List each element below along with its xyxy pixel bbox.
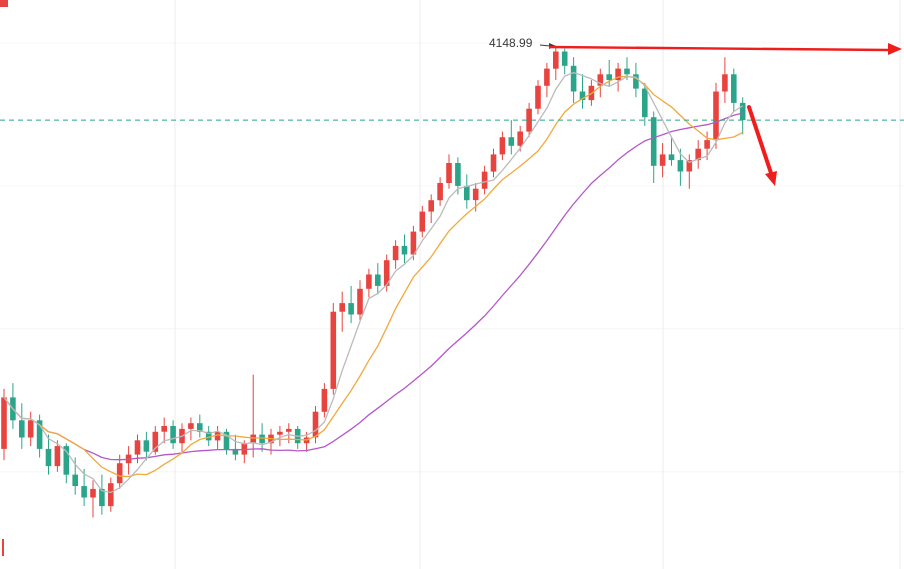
candle-body [472, 188, 479, 201]
candle-body [455, 163, 461, 186]
ma-line-10 [3, 75, 743, 478]
candle-body [232, 448, 239, 455]
candle-body [544, 68, 550, 86]
candle-body [722, 74, 728, 92]
candle-body [642, 88, 648, 118]
candle-body [357, 288, 363, 315]
candle-body [428, 200, 434, 212]
down-arrow-head[interactable] [765, 171, 777, 186]
ma-line-5 [3, 71, 744, 494]
candle-body [312, 411, 319, 438]
candle-body [677, 160, 684, 172]
candle-body [36, 420, 43, 449]
top-left-marker [0, 0, 8, 7]
candle-body [508, 137, 515, 146]
candle-body [392, 245, 399, 261]
candle-body [713, 91, 719, 141]
candle-body [383, 260, 390, 286]
candle-body [286, 428, 292, 432]
high-price-label: 4148.99 [489, 36, 533, 50]
candle-body [615, 68, 621, 80]
candle-body [348, 303, 354, 315]
candle-body [108, 483, 114, 507]
candle-body [277, 431, 283, 435]
candle-body [90, 488, 96, 498]
candle-body [188, 423, 194, 429]
candle-body [205, 431, 212, 441]
trend-line-arrowhead[interactable] [888, 43, 902, 55]
high-label-arrow-line [539, 44, 551, 47]
candle-body [597, 74, 604, 86]
candle-body [223, 431, 230, 449]
candle-body [152, 431, 159, 452]
candle-body [321, 388, 328, 412]
candle-body [214, 431, 221, 441]
candle-body [72, 474, 78, 486]
candle-body [561, 51, 568, 66]
trend-line-annotation[interactable] [548, 45, 890, 52]
candle-body [81, 486, 87, 498]
candle-body [143, 440, 150, 452]
candle-body [739, 102, 746, 121]
candle-body [366, 274, 372, 289]
candle-body [410, 231, 417, 255]
candle-body [490, 154, 497, 172]
candle-body [259, 434, 265, 444]
candle-body [633, 74, 639, 89]
candle-body [464, 185, 470, 201]
candle-body [446, 163, 452, 183]
candle-body [27, 420, 34, 438]
candle-body [1, 397, 7, 449]
candle-body [401, 245, 408, 255]
candle-body [570, 65, 577, 92]
bottom-left-marker [2, 539, 4, 556]
candle-body [481, 171, 488, 189]
candle-body [250, 434, 256, 444]
candle-body [686, 160, 693, 172]
candle-body [330, 311, 337, 389]
candle-body [339, 303, 345, 312]
candle-body [19, 420, 25, 438]
candle-body [668, 154, 675, 161]
candle-body [659, 154, 666, 166]
candle-body [704, 140, 710, 149]
candle-body [161, 426, 167, 432]
candle-body [553, 51, 559, 69]
ma-line-30 [3, 112, 743, 461]
candle-body [731, 74, 737, 103]
candle-body [419, 211, 426, 232]
candle-body [375, 274, 381, 286]
candle-body [650, 117, 657, 166]
candle-body [54, 446, 61, 467]
candle-body [695, 148, 701, 161]
candle-body [116, 463, 123, 484]
candle-body [63, 446, 70, 475]
candle-body [526, 108, 532, 132]
candle-body [517, 131, 523, 146]
candle-body [197, 423, 203, 432]
candle-body [579, 91, 586, 101]
candle-body [499, 137, 506, 155]
candle-body [99, 488, 105, 507]
candle-body [606, 74, 612, 80]
candle-body [437, 183, 443, 201]
candle-body [134, 440, 141, 455]
candle-body [624, 68, 630, 75]
candle-body [535, 85, 541, 109]
down-arrow-annotation[interactable] [747, 105, 773, 175]
candle-body [45, 448, 52, 467]
candle-body [170, 426, 176, 444]
